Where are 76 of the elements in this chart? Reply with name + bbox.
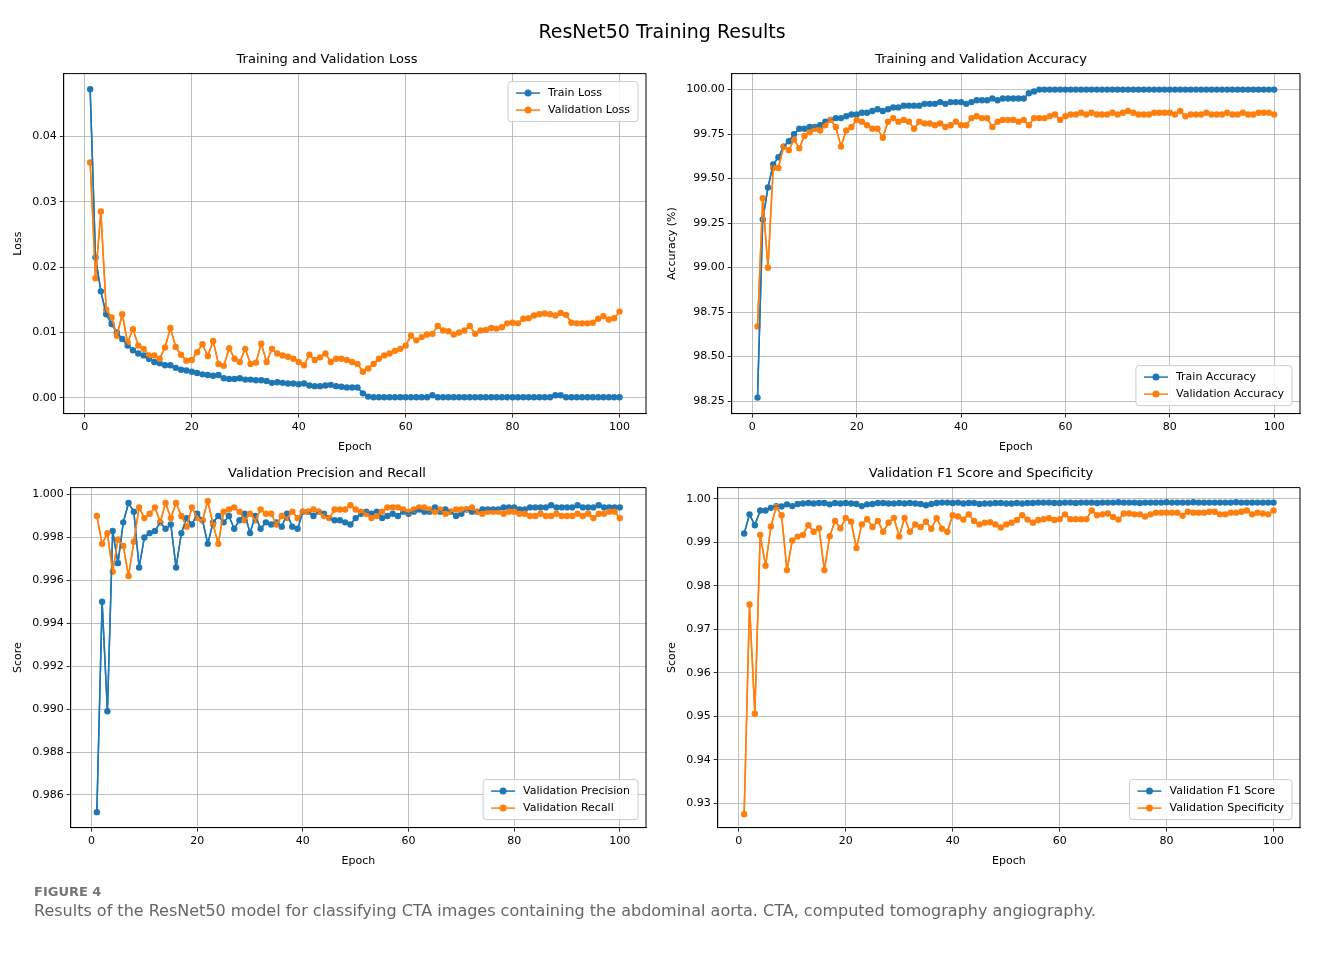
y-tick-label: 0.04 (32, 129, 57, 143)
y-tick-label: 0.99 (686, 535, 711, 549)
x-axis-title: Epoch (999, 440, 1033, 454)
chart-title: Validation Precision and Recall (228, 465, 426, 481)
text: ResNet50 Training Results (537, 20, 787, 42)
x-tick-label: 100 (1263, 834, 1285, 848)
y-axis-title: Accuracy (%) (665, 207, 679, 280)
y-tick-label: 0.986 (32, 787, 64, 801)
y-tick-label: 98.75 (693, 304, 725, 318)
y-tick-label: 0.988 (32, 744, 64, 758)
x-tick-label: 40 (945, 834, 960, 848)
y-axis-title: Score (11, 641, 25, 674)
x-tick-label: 80 (1162, 420, 1177, 434)
y-tick-label: 0.00 (32, 390, 57, 404)
y-tick-label: 0.02 (32, 260, 57, 273)
x-tick-label: 100 (609, 834, 631, 848)
legend-label: Validation Loss (548, 102, 631, 116)
y-tick-label: 0.96 (686, 665, 711, 679)
x-tick-label: 40 (954, 420, 969, 434)
y-axis-title: Score (665, 641, 679, 674)
text: FIGURE 4 (34, 884, 103, 899)
x-tick-label: 80 (507, 834, 522, 848)
x-tick-label: 60 (1058, 420, 1073, 434)
y-tick-label: 99.25 (693, 215, 725, 229)
y-tick-label: 0.94 (686, 752, 711, 766)
x-tick-label: 40 (295, 834, 310, 848)
y-tick-label: 98.25 (693, 394, 725, 407)
chart-title: Training and Validation Accuracy (874, 51, 1088, 67)
y-tick-label: 1.000 (32, 487, 64, 501)
legend-label: Validation F1 Score (1169, 783, 1276, 797)
y-tick-label: 98.50 (693, 349, 725, 363)
legend-label: Validation Precision (523, 783, 631, 797)
legend-label: Validation Recall (523, 800, 614, 814)
x-tick-label: 60 (401, 834, 416, 848)
x-axis-title: Epoch (992, 854, 1026, 868)
y-tick-label: 0.998 (32, 530, 64, 544)
y-axis-title: Loss (11, 231, 25, 256)
y-tick-label: 1.00 (686, 491, 711, 505)
y-tick-label: 0.93 (686, 796, 711, 810)
y-tick-label: 0.01 (32, 325, 57, 339)
y-tick-label: 0.992 (32, 659, 64, 673)
chart-title: Training and Validation Loss (235, 51, 418, 67)
y-tick-label: 0.996 (32, 573, 64, 587)
x-tick-label: 60 (398, 420, 413, 434)
y-tick-label: 99.00 (693, 260, 725, 274)
y-tick-label: 0.990 (32, 701, 64, 715)
x-tick-label: 100 (1263, 420, 1285, 434)
y-tick-label: 0.03 (32, 194, 57, 208)
y-tick-label: 0.994 (32, 616, 64, 630)
y-tick-label: 100.00 (686, 82, 725, 96)
legend-label: Train Loss (547, 85, 603, 99)
y-tick-label: 0.97 (686, 622, 711, 636)
x-axis-title: Epoch (341, 854, 376, 868)
y-tick-label: 99.75 (693, 126, 725, 140)
x-tick-label: 20 (184, 420, 199, 434)
x-tick-label: 80 (1159, 834, 1174, 848)
legend-label: Train Accuracy (1174, 369, 1257, 383)
x-tick-label: 40 (291, 420, 306, 434)
legend-label: Validation Accuracy (1175, 386, 1285, 400)
x-tick-label: 80 (505, 420, 520, 434)
x-tick-label: 0 (88, 834, 96, 848)
x-axis-title: Epoch (338, 440, 372, 454)
x-tick-label: 20 (838, 834, 853, 848)
x-tick-label: 60 (1052, 834, 1067, 848)
x-tick-label: 0 (81, 420, 89, 434)
x-tick-label: 0 (748, 420, 756, 434)
legend-label: Validation Specificity (1169, 800, 1285, 814)
x-tick-label: 0 (735, 834, 743, 848)
y-tick-label: 0.95 (686, 709, 711, 723)
y-tick-label: 0.98 (686, 578, 711, 592)
y-tick-label: 99.50 (693, 171, 725, 185)
chart-title: Validation F1 Score and Specificity (868, 465, 1094, 481)
x-tick-label: 20 (849, 420, 864, 434)
x-tick-label: 100 (609, 420, 631, 434)
x-tick-label: 20 (190, 834, 205, 848)
text: Results of the ResNet50 model for classifying CTA images containing the abdominal aorta. CTA, computed tomography angiography. (34, 901, 1097, 920)
